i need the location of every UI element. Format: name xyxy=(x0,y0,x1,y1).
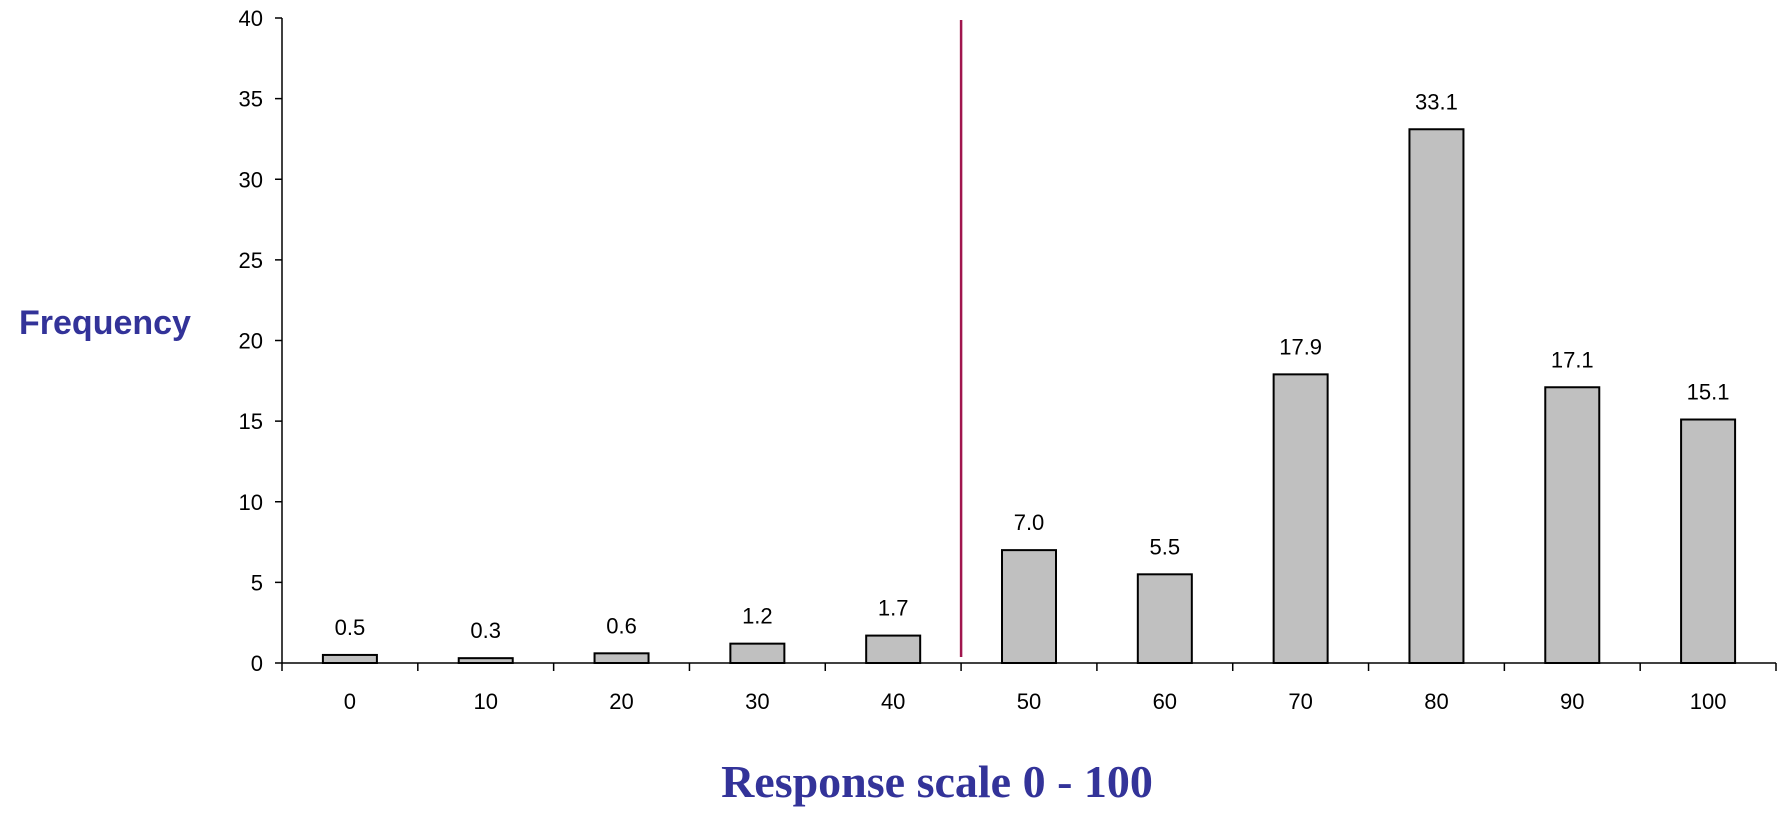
bar-70 xyxy=(1272,373,1329,664)
data-label-50: 7.0 xyxy=(1014,510,1045,535)
bar-series xyxy=(321,128,1737,665)
x-tick-label: 80 xyxy=(1424,689,1448,714)
data-label-60: 5.5 xyxy=(1150,534,1181,559)
x-tick-label: 90 xyxy=(1560,689,1584,714)
data-label-30: 1.2 xyxy=(742,604,773,629)
x-tick-label: 40 xyxy=(881,689,905,714)
bar-0 xyxy=(321,653,378,664)
y-axis-title: Frequency xyxy=(19,304,191,342)
data-labels: 0.5 0.3 0.6 1.2 1.7 7.0 5.5 17.9 33.1 17.1 15.1 xyxy=(335,89,1730,643)
bar-90 xyxy=(1544,386,1601,664)
x-tick-label: 0 xyxy=(344,689,356,714)
x-tick-label: 20 xyxy=(609,689,633,714)
bar-50 xyxy=(1001,549,1057,664)
bar-60 xyxy=(1136,573,1193,664)
x-tick-label: 70 xyxy=(1288,689,1312,714)
bar-100 xyxy=(1680,418,1737,665)
y-tick-label: 0 xyxy=(251,651,263,676)
data-label-80: 33.1 xyxy=(1415,89,1458,114)
x-tick-label: 100 xyxy=(1690,689,1727,714)
bar-40 xyxy=(865,634,922,665)
bar-20 xyxy=(593,652,650,665)
x-tick-label: 50 xyxy=(1017,689,1041,714)
data-label-70: 17.9 xyxy=(1279,334,1322,359)
y-tick-label: 40 xyxy=(239,6,263,31)
data-label-40: 1.7 xyxy=(878,596,909,621)
y-tick-label: 30 xyxy=(239,167,263,192)
x-tick-label: 30 xyxy=(745,689,769,714)
bar-10 xyxy=(457,657,514,664)
data-label-0: 0.5 xyxy=(335,615,366,640)
y-tick-label: 5 xyxy=(251,570,263,595)
data-label-90: 17.1 xyxy=(1551,347,1594,372)
bar-80 xyxy=(1408,128,1465,664)
data-label-20: 0.6 xyxy=(606,613,637,638)
y-axis: 0 5 10 15 20 25 30 35 40 xyxy=(239,6,283,676)
x-axis: 0 10 20 30 40 50 60 70 80 90 100 xyxy=(281,662,1777,714)
data-label-10: 0.3 xyxy=(470,618,501,643)
y-tick-label: 15 xyxy=(239,409,263,434)
y-tick-label: 35 xyxy=(239,87,263,112)
x-tick-label: 60 xyxy=(1153,689,1177,714)
data-label-100: 15.1 xyxy=(1687,380,1730,405)
y-tick-label: 20 xyxy=(239,329,263,354)
bar-30 xyxy=(729,642,786,665)
y-tick-label: 10 xyxy=(239,490,263,515)
x-axis-title: Response scale 0 - 100 xyxy=(721,756,1153,807)
x-tick-label: 10 xyxy=(473,689,497,714)
y-tick-label: 25 xyxy=(239,248,263,273)
